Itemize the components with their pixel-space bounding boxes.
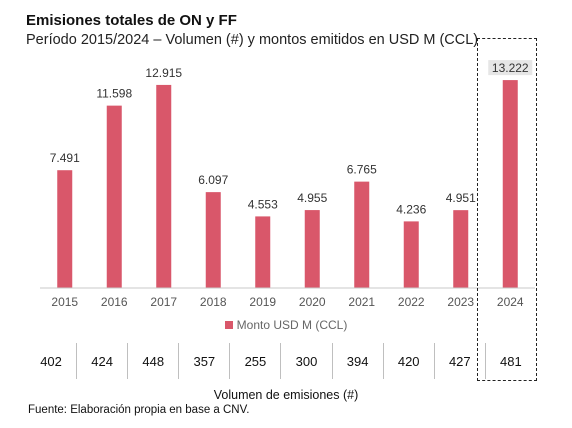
bar-2017 (156, 84, 172, 288)
source-note: Fuente: Elaboración propia en base a CNV… (28, 404, 250, 416)
value-label-2022: 4.236 (396, 202, 426, 216)
chart-title: Emisiones totales de ON y FF (26, 12, 237, 29)
value-label-2020: 4.955 (297, 191, 327, 205)
count-cell-2021: 394 (331, 343, 383, 379)
x-tick-2021: 2021 (348, 295, 375, 309)
x-tick-2016: 2016 (101, 295, 128, 309)
value-label-2023: 4.951 (446, 191, 476, 205)
x-tick-2024: 2024 (497, 295, 524, 309)
bar-2019 (255, 216, 271, 288)
count-cell-2018: 357 (178, 343, 229, 379)
legend: Monto USD M (CCL) (0, 318, 572, 332)
bar-2015 (57, 170, 73, 288)
value-labels-group: 7.491 11.598 12.915 6.097 4.553 4.955 6.765 4.2… (50, 60, 533, 216)
legend-label: Monto USD M (CCL) (236, 318, 348, 332)
count-cell-2019: 255 (229, 343, 280, 379)
bar-2021 (354, 181, 370, 288)
count-cell-2020: 300 (280, 343, 331, 379)
value-label-2018: 6.097 (198, 173, 228, 187)
highlight-2024-box (477, 38, 537, 381)
x-tick-2015: 2015 (51, 295, 78, 309)
legend-swatch (224, 321, 233, 329)
value-label-2021: 6.765 (347, 163, 377, 177)
count-cell-2016: 424 (76, 343, 127, 379)
count-cell-2015: 402 (40, 353, 62, 369)
x-tick-2019: 2019 (249, 295, 276, 309)
bars-group (57, 80, 518, 289)
value-label-2015: 7.491 (50, 151, 80, 165)
bar-2023 (453, 210, 469, 288)
count-cell-2017: 448 (127, 343, 178, 379)
count-cell-2023: 427 (433, 343, 485, 379)
bar-2022 (403, 221, 419, 288)
bar-2016 (106, 105, 122, 289)
value-label-2024: 13.222 (492, 61, 529, 75)
x-tick-2017: 2017 (150, 295, 177, 309)
x-tick-2020: 2020 (299, 295, 326, 309)
x-tick-2018: 2018 (200, 295, 227, 309)
chart-subtitle: Período 2015/2024 – Volumen (#) y montos… (26, 32, 479, 48)
tick-labels-group: 2015 2016 2017 2018 2019 2020 2021 2022 2023 2024 (51, 295, 524, 309)
emissions-count-row: 402 424 448 357 255 300 394 420 427 481 (26, 343, 536, 379)
bar-2020 (304, 210, 320, 288)
bar-2018 (205, 192, 221, 288)
count-cell-2022: 420 (382, 343, 434, 379)
x-tick-2022: 2022 (398, 295, 425, 309)
value-label-2019: 4.553 (248, 197, 278, 211)
x-tick-2023: 2023 (447, 295, 474, 309)
bar-chart: 7.491 11.598 12.915 6.097 4.553 4.955 6.765 4.2… (40, 60, 535, 309)
value-label-bg-2024 (488, 60, 533, 76)
value-label-2016: 11.598 (96, 87, 132, 101)
value-label-2017: 12.915 (145, 66, 182, 80)
emissions-count-label: Volumen de emisiones (#) (213, 388, 359, 402)
count-cell-2024: 481 (484, 343, 536, 379)
bar-2024 (502, 80, 518, 288)
